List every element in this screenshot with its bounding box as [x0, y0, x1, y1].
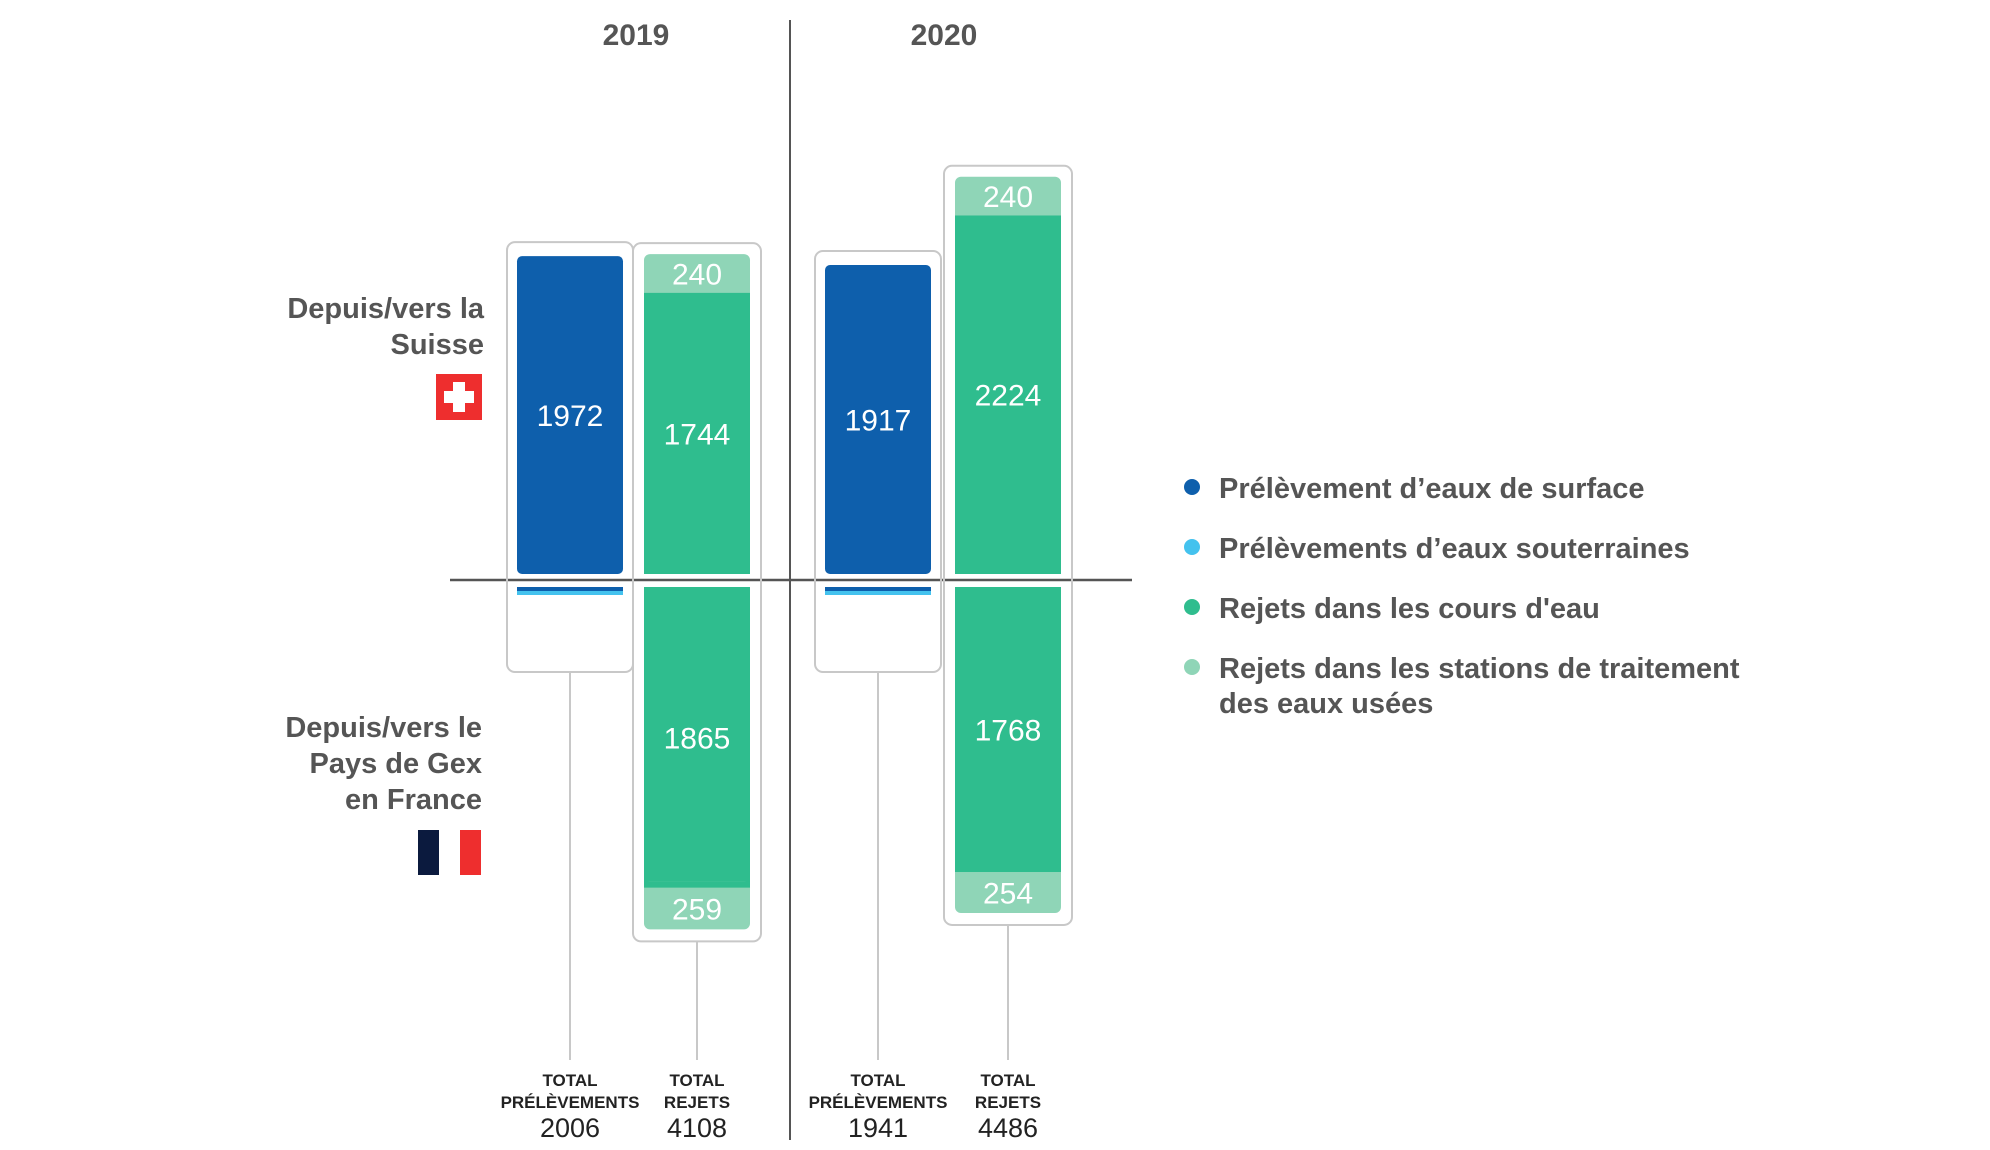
svg-text:Depuis/vers le: Depuis/vers le	[285, 712, 482, 744]
bar-treatment-ch	[955, 176, 1061, 222]
value-treatment-fr: 259	[672, 894, 722, 927]
legend-label-2: Rejets dans les cours d'eau	[1219, 593, 1600, 625]
legend-swatch-1	[1184, 539, 1200, 555]
bar-treatment-fr	[644, 881, 750, 930]
value-river-ch: 2224	[975, 380, 1042, 413]
svg-text:Pays de Gex: Pays de Gex	[310, 748, 483, 780]
total-discharges-value: 4108	[667, 1113, 727, 1143]
value-surface-fr: 8.9	[857, 601, 899, 634]
value-river-ch: 1744	[664, 418, 731, 451]
legend-label-3: des eaux usées	[1219, 688, 1433, 720]
value-treatment-ch: 240	[983, 181, 1033, 214]
bar-treatment-ch	[644, 254, 750, 299]
value-treatment-ch: 240	[672, 259, 722, 292]
value-river-fr: 1768	[975, 715, 1042, 748]
legend-label-3: Rejets dans les stations de traitement	[1219, 653, 1740, 685]
total-discharges-heading: REJETS	[975, 1093, 1041, 1112]
bar-groundwater-fr	[517, 591, 623, 595]
value-surface-ch: 1972	[537, 400, 604, 433]
french-flag-icon	[418, 830, 481, 875]
bar-groundwater-fr	[825, 591, 931, 595]
bar-surface-ch	[517, 256, 623, 574]
region-label-switzerland: Depuis/vers la Suisse	[287, 293, 485, 361]
bar-surface-fr	[517, 587, 623, 591]
svg-text:Suisse: Suisse	[391, 329, 485, 361]
bar-river-ch	[644, 292, 750, 574]
legend: Prélèvement d’eaux de surface Prélèvement…	[1184, 473, 1740, 720]
value-groundwater-fr: 20.9	[541, 634, 599, 667]
total-withdrawals-value: 2006	[540, 1113, 600, 1143]
legend-swatch-3	[1184, 659, 1200, 675]
value-river-fr: 1865	[664, 722, 731, 755]
bar-river-fr	[955, 587, 1061, 873]
total-withdrawals-heading: PRÉLÈVEMENTS	[809, 1093, 948, 1112]
year-label-2019: 2019	[603, 19, 670, 52]
total-withdrawals-value: 1941	[848, 1113, 908, 1143]
legend-swatch-2	[1184, 599, 1200, 615]
legend-label-1: Prélèvements d’eaux souterraines	[1219, 533, 1690, 565]
value-treatment-fr: 254	[983, 877, 1033, 910]
value-surface-fr: 12.8	[541, 601, 599, 634]
value-surface-ch: 1917	[845, 404, 912, 437]
bar-river-fr	[644, 587, 750, 888]
bar-river-fr-join	[955, 866, 1061, 873]
year-label-2020: 2020	[911, 19, 978, 52]
svg-text:en France: en France	[345, 784, 482, 816]
bar-treatment-fr	[955, 866, 1061, 913]
total-discharges-heading: TOTAL	[980, 1071, 1035, 1090]
total-discharges-heading: TOTAL	[669, 1071, 724, 1090]
bar-river-fr-join	[644, 881, 750, 888]
region-label-france: Depuis/vers le Pays de Gex en France	[285, 712, 482, 816]
total-withdrawals-heading: TOTAL	[542, 1071, 597, 1090]
swiss-flag-icon	[436, 374, 482, 420]
bar-river-ch	[955, 215, 1061, 574]
bar-surface-fr	[825, 587, 931, 591]
legend-label-0: Prélèvement d’eaux de surface	[1219, 473, 1645, 505]
total-withdrawals-heading: TOTAL	[850, 1071, 905, 1090]
legend-swatch-0	[1184, 479, 1200, 495]
total-withdrawals-heading: PRÉLÈVEMENTS	[501, 1093, 640, 1112]
bar-surface-ch	[825, 264, 931, 574]
chart-marks: 197212.820.9TOTALPRÉLÈVEMENTS20062401744…	[501, 164, 1073, 1143]
total-discharges-value: 4486	[978, 1113, 1038, 1143]
value-groundwater-fr: 14.5	[849, 634, 907, 667]
total-discharges-heading: REJETS	[664, 1093, 730, 1112]
svg-text:Depuis/vers la: Depuis/vers la	[287, 293, 485, 325]
